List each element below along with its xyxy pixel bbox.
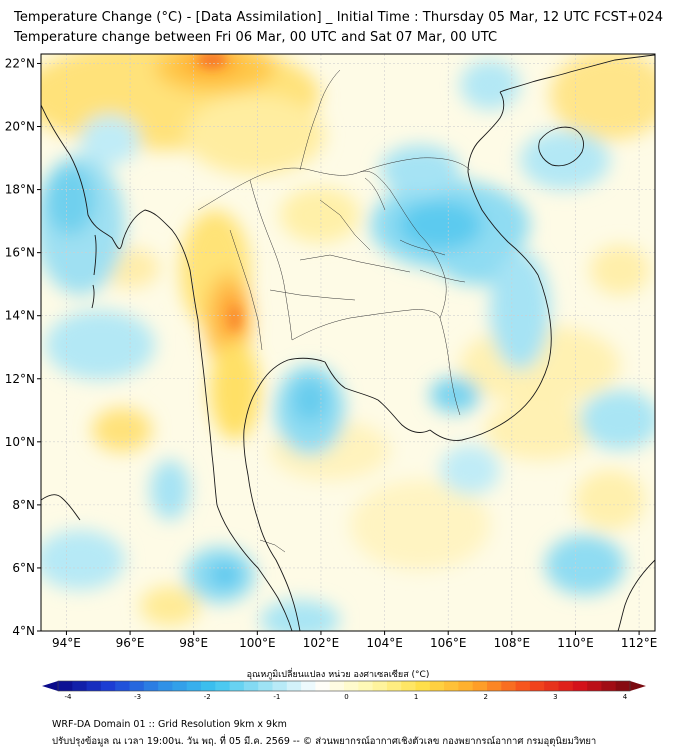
colorbar-segment	[429, 681, 445, 691]
colorbar-segment	[372, 681, 388, 691]
lat-tick-label: 22°N	[5, 56, 35, 70]
footer-model-info: WRF-DA Domain 01 :: Grid Resolution 9km …	[52, 719, 287, 730]
colorbar-segment	[186, 681, 202, 691]
colorbar-segment	[458, 681, 474, 691]
colorbar-segment	[572, 681, 588, 691]
colorbar-segment	[143, 681, 159, 691]
lon-tick-label: 100°E	[239, 636, 276, 650]
colorbar-segment	[215, 681, 230, 691]
lat-tick-label: 6°N	[12, 561, 35, 575]
colorbar-segment	[100, 681, 116, 691]
colorbar-segment	[415, 681, 431, 691]
lat-tick-label: 14°N	[5, 309, 35, 323]
colorbar-segment	[529, 681, 545, 691]
colorbar-segment	[358, 681, 373, 691]
colorbar-tick-label: -1	[273, 693, 280, 701]
colorbar-segment	[472, 681, 488, 691]
lat-tick-label: 12°N	[5, 372, 35, 386]
lon-tick-label: 104°E	[366, 636, 403, 650]
gridlines	[41, 54, 655, 631]
colorbar-segment	[272, 681, 288, 691]
colorbar-segment	[329, 681, 345, 691]
colorbar-segment	[301, 681, 316, 691]
footer-credit: ปรับปรุงข้อมูล ณ เวลา 19:00น. วัน พฤ. ที…	[52, 736, 597, 747]
colorbar-segment	[158, 681, 173, 691]
coastlines	[41, 54, 655, 631]
colorbar-frame	[57, 680, 631, 692]
colorbar-segment	[587, 681, 602, 691]
colorbar-segment	[286, 681, 302, 691]
colorbar-segment	[558, 681, 574, 691]
colorbar-segment	[129, 681, 145, 691]
lon-tick-label: 98°E	[179, 636, 208, 650]
lon-tick-label: 94°E	[52, 636, 81, 650]
latitude-axis: 22°N 20°N 18°N 16°N 14°N 12°N 10°N 8°N 6°N 4°N	[5, 56, 41, 638]
lat-tick-label: 18°N	[5, 183, 35, 197]
colorbar-segment	[601, 681, 617, 691]
colorbar-segment	[544, 681, 559, 691]
colorbar-segment	[444, 681, 459, 691]
colorbar-segment	[401, 681, 416, 691]
colorbar-segment	[315, 681, 331, 691]
colorbar-tick-label: 3	[553, 693, 557, 701]
lon-tick-label: 110°E	[557, 636, 594, 650]
colorbar-segment	[386, 681, 402, 691]
map-title: Temperature Change (°C) - [Data Assimila…	[14, 10, 664, 25]
colorbar-segment	[115, 681, 130, 691]
lon-tick-label: 96°E	[116, 636, 145, 650]
colorbar-segment	[86, 681, 102, 691]
colorbar-segment	[201, 681, 216, 691]
colorbar-label: อุณหภูมิเปลี่ยนแปลง หน่วย องศาเซลเซียส (…	[246, 670, 430, 680]
lat-tick-label: 10°N	[5, 435, 35, 449]
colorbar-tick-label: 2	[484, 693, 488, 701]
colorbar-segment	[58, 681, 73, 691]
lat-tick-label: 20°N	[5, 120, 35, 134]
map-subtitle: Temperature change between Fri 06 Mar, 0…	[14, 30, 498, 45]
lon-tick-label: 102°E	[303, 636, 340, 650]
admin-borders	[197, 69, 471, 553]
temperature-field	[41, 54, 655, 631]
lat-tick-label: 16°N	[5, 246, 35, 260]
colorbar-segment	[515, 681, 531, 691]
colorbar-segment	[172, 681, 188, 691]
lon-tick-label: 106°E	[430, 636, 467, 650]
longitude-axis: 94°E 96°E 98°E 100°E 102°E 104°E 106°E 108°E 110…	[52, 631, 657, 650]
colorbar-segment	[229, 681, 245, 691]
colorbar-tick-label: 1	[414, 693, 418, 701]
colorbar-segment	[344, 681, 359, 691]
colorbar-segment	[72, 681, 87, 691]
lat-tick-label: 8°N	[12, 498, 35, 512]
colorbar-segment	[487, 681, 502, 691]
colorbar-tick-label: -2	[204, 693, 211, 701]
colorbar-segment	[615, 681, 631, 691]
lat-tick-label: 4°N	[12, 624, 35, 638]
lon-tick-label: 108°E	[494, 636, 531, 650]
colorbar: -4 -3 -2 -1 0 1 2 3 4	[42, 680, 646, 701]
lon-tick-label: 112°E	[621, 636, 658, 650]
colorbar-min-arrow	[42, 681, 58, 691]
colorbar-tick-label: -4	[65, 693, 73, 701]
colorbar-tick-label: 0	[344, 693, 348, 701]
colorbar-max-arrow	[630, 681, 646, 691]
colorbar-tick-label: 4	[623, 693, 628, 701]
colorbar-tick-label: -3	[134, 693, 141, 701]
colorbar-segment	[243, 681, 259, 691]
plot-frame	[40, 53, 656, 632]
colorbar-segment	[501, 681, 516, 691]
colorbar-segment	[258, 681, 273, 691]
